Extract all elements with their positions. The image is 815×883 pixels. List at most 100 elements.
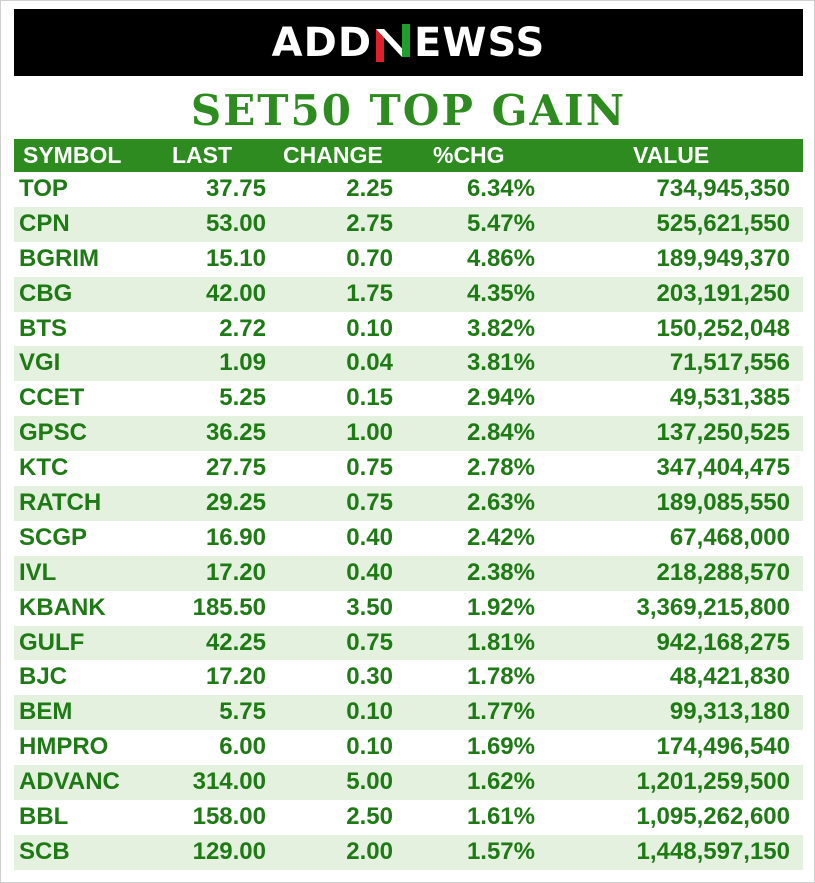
cell-value: 99,313,180 xyxy=(669,698,790,726)
table-row: BTS 2.72 0.10 3.82% 150,252,048 xyxy=(14,311,803,347)
cell-value: 150,252,048 xyxy=(656,314,790,342)
cell-value: 525,621,550 xyxy=(656,209,790,237)
cell-pct-change: 1.61% xyxy=(466,803,535,831)
cell-last: 29.25 xyxy=(205,489,266,517)
cell-pct-change: 3.82% xyxy=(466,314,535,342)
cell-last: 37.75 xyxy=(205,175,266,202)
cell-last: 158.00 xyxy=(192,803,266,831)
column-header-symbol: SYMBOL xyxy=(23,142,122,168)
table-row: VGI 1.09 0.04 3.81% 71,517,556 xyxy=(14,346,803,382)
cell-change: 1.75 xyxy=(346,279,393,307)
cell-symbol: SCB xyxy=(19,837,70,865)
cell-pct-change: 6.34% xyxy=(466,175,535,202)
cell-symbol: RATCH xyxy=(19,489,102,517)
cell-value: 49,531,385 xyxy=(669,384,790,412)
cell-pct-change: 4.35% xyxy=(466,279,535,307)
cell-symbol: GULF xyxy=(19,628,85,656)
cell-last: 5.75 xyxy=(219,698,266,726)
cell-last: 17.20 xyxy=(205,663,266,691)
cell-pct-change: 2.84% xyxy=(466,419,535,447)
cell-change: 2.75 xyxy=(346,209,393,237)
cell-pct-change: 5.47% xyxy=(466,209,535,237)
table-row: BBL 158.00 2.50 1.61% 1,095,262,600 xyxy=(14,800,803,835)
table-row: KBANK 185.50 3.50 1.92% 3,369,215,800 xyxy=(14,590,803,626)
cell-pct-change: 1.81% xyxy=(466,628,535,656)
logo-n-mark-icon xyxy=(376,23,411,62)
cell-last: 16.90 xyxy=(205,523,266,551)
cell-change: 0.30 xyxy=(346,663,393,691)
cell-change: 1.00 xyxy=(346,419,393,447)
cell-change: 0.40 xyxy=(346,558,393,586)
table-row: KTC 27.75 0.75 2.78% 347,404,475 xyxy=(14,451,803,487)
cell-last: 129.00 xyxy=(192,837,266,865)
table-body: TOP 37.75 2.25 6.34% 734,945,350 CPN 53.00 2.75… xyxy=(14,172,803,870)
cell-pct-change: 1.57% xyxy=(466,837,535,865)
cell-value: 1,095,262,600 xyxy=(636,803,790,831)
cell-pct-change: 2.94% xyxy=(466,384,535,412)
table-row: CBG 42.00 1.75 4.35% 203,191,250 xyxy=(14,276,803,312)
cell-last: 5.25 xyxy=(219,384,266,412)
table-row: HMPRO 6.00 0.10 1.69% 174,496,540 xyxy=(14,730,803,766)
cell-symbol: CCET xyxy=(19,384,85,412)
cell-symbol: CPN xyxy=(19,209,70,237)
table-row: BGRIM 15.10 0.70 4.86% 189,949,370 xyxy=(14,241,803,277)
cell-change: 0.40 xyxy=(346,523,393,551)
cell-value: 218,288,570 xyxy=(656,558,790,586)
table-row: CPN 53.00 2.75 5.47% 525,621,550 xyxy=(14,206,803,242)
cell-value: 48,421,830 xyxy=(669,663,790,691)
cell-change: 5.00 xyxy=(346,768,393,796)
cell-change: 0.04 xyxy=(346,349,393,377)
cell-symbol: BEM xyxy=(19,698,73,726)
table-row: ADVANC 314.00 5.00 1.62% 1,201,259,500 xyxy=(14,765,803,801)
cell-change: 0.70 xyxy=(346,244,393,272)
table-row: BEM 5.75 0.10 1.77% 99,313,180 xyxy=(14,695,803,731)
cell-value: 1,201,259,500 xyxy=(636,768,790,796)
cell-change: 0.10 xyxy=(346,314,393,342)
logo-text-left: ADD xyxy=(271,19,373,66)
cell-pct-change: 4.86% xyxy=(466,244,535,272)
cell-symbol: KBANK xyxy=(19,593,106,621)
table-row: IVL 17.20 0.40 2.38% 218,288,570 xyxy=(14,555,803,591)
cell-value: 3,369,215,800 xyxy=(636,593,790,621)
cell-last: 6.00 xyxy=(219,733,266,761)
cell-value: 137,250,525 xyxy=(656,419,790,447)
table-header: SYMBOL LAST CHANGE %CHG VALUE xyxy=(14,139,803,172)
page-title: SET50 TOP GAIN xyxy=(190,86,627,135)
table-row: SCB 129.00 2.00 1.57% 1,448,597,150 xyxy=(14,834,803,870)
table-row: RATCH 29.25 0.75 2.63% 189,085,550 xyxy=(14,486,803,521)
cell-last: 17.20 xyxy=(205,558,266,586)
cell-symbol: BTS xyxy=(19,314,67,342)
cell-change: 0.75 xyxy=(346,628,393,656)
cell-pct-change: 2.63% xyxy=(466,489,535,517)
cell-symbol: BGRIM xyxy=(19,244,99,272)
cell-last: 2.72 xyxy=(219,314,266,342)
column-header-pct-change: %CHG xyxy=(433,142,505,168)
column-header-change: CHANGE xyxy=(283,142,383,168)
cell-change: 0.15 xyxy=(346,384,393,412)
cell-value: 174,496,540 xyxy=(656,733,790,761)
cell-change: 2.25 xyxy=(346,175,393,202)
cell-last: 42.00 xyxy=(205,279,266,307)
cell-symbol: BJC xyxy=(19,663,68,691)
cell-pct-change: 1.92% xyxy=(466,593,535,621)
cell-symbol: IVL xyxy=(19,558,57,586)
cell-pct-change: 1.77% xyxy=(466,698,535,726)
cell-change: 0.75 xyxy=(346,454,393,482)
cell-pct-change: 1.78% xyxy=(466,663,535,691)
addnewss-logo: ADD EWSS xyxy=(272,23,546,63)
cell-value: 203,191,250 xyxy=(656,279,790,307)
cell-symbol: SCGP xyxy=(19,523,88,551)
logo-banner: ADD EWSS xyxy=(14,9,803,76)
cell-pct-change: 2.42% xyxy=(466,523,535,551)
column-header-value: VALUE xyxy=(633,142,710,168)
cell-symbol: BBL xyxy=(19,803,69,831)
cell-last: 36.25 xyxy=(205,419,266,447)
cell-value: 71,517,556 xyxy=(669,349,790,377)
cell-value: 734,945,350 xyxy=(656,175,790,202)
cell-symbol: HMPRO xyxy=(19,733,109,761)
table-row: CCET 5.25 0.15 2.94% 49,531,385 xyxy=(14,381,803,417)
cell-last: 27.75 xyxy=(205,454,266,482)
logo-text-right: EWSS xyxy=(414,19,546,66)
cell-symbol: TOP xyxy=(19,175,68,202)
cell-symbol: CBG xyxy=(19,279,73,307)
